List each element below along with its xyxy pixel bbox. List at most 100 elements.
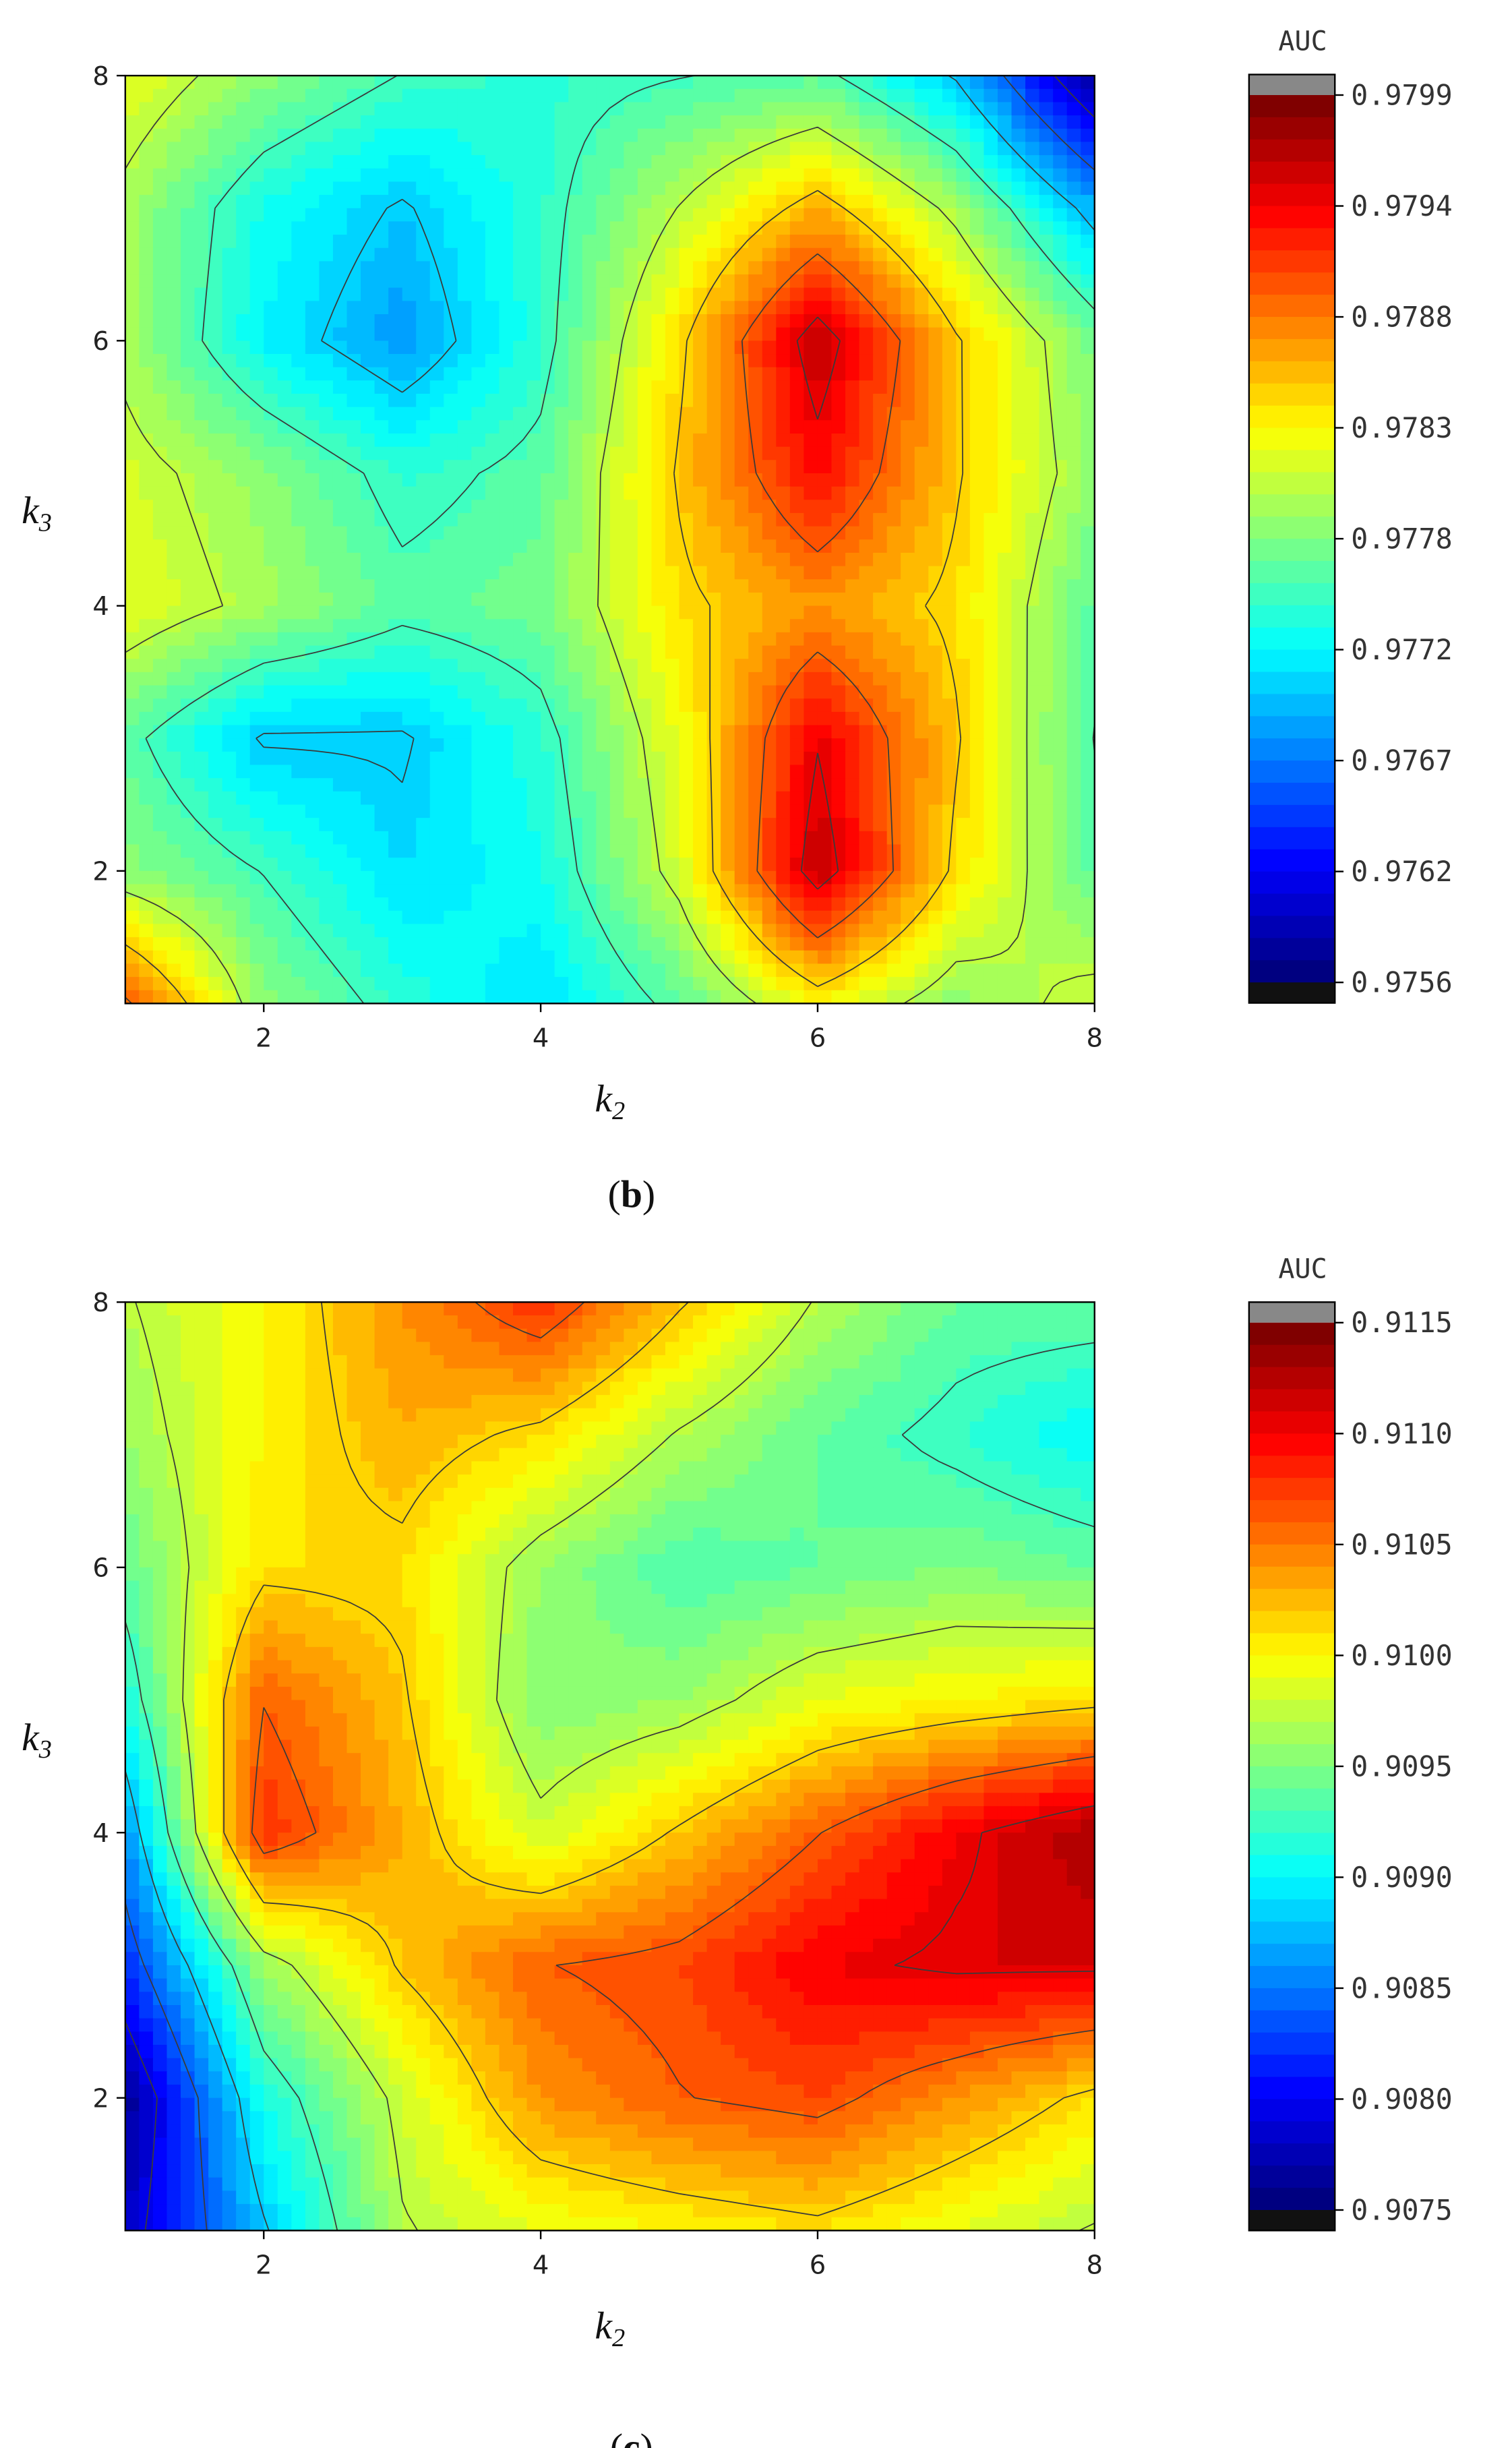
heatmap-cell: [804, 327, 818, 341]
heatmap-cell: [568, 698, 583, 713]
heatmap-cell: [582, 539, 597, 554]
heatmap-cell: [624, 711, 638, 726]
heatmap-cell: [734, 685, 749, 699]
contour-line: [125, 75, 1095, 1005]
heatmap-cell: [499, 844, 514, 858]
heatmap-cell: [721, 659, 735, 673]
heatmap-cell: [1081, 924, 1095, 938]
heatmap-cell: [956, 844, 971, 858]
heatmap-cell: [624, 632, 638, 647]
heatmap-cell: [513, 512, 528, 527]
heatmap-cell: [997, 380, 1012, 394]
heatmap-cell: [942, 632, 957, 647]
heatmap-cell: [332, 698, 348, 713]
heatmap-cell: [928, 473, 943, 487]
heatmap-cell: [721, 765, 735, 779]
heatmap-cell: [471, 354, 486, 368]
heatmap-cell: [541, 142, 555, 156]
heatmap-cell: [997, 751, 1012, 766]
heatmap-cell: [291, 367, 306, 381]
heatmap-cell: [928, 235, 943, 249]
heatmap-cell: [471, 632, 486, 647]
heatmap-cell: [152, 221, 168, 235]
heatmap-cell: [596, 76, 611, 90]
heatmap-cell: [264, 512, 278, 527]
heatmap-cell: [291, 924, 306, 938]
heatmap-cell: [928, 579, 943, 593]
heatmap-cell: [609, 460, 624, 474]
heatmap-cell: [402, 247, 417, 262]
heatmap-cell: [194, 327, 209, 341]
heatmap-cell: [609, 287, 624, 302]
heatmap-cell: [817, 142, 833, 156]
heatmap-cell: [693, 632, 708, 647]
heatmap-cell: [762, 380, 777, 394]
heatmap-cell: [831, 314, 846, 328]
heatmap-cell: [914, 460, 929, 474]
heatmap-cell: [596, 208, 611, 222]
heatmap-cell: [249, 910, 264, 925]
heatmap-cell: [637, 566, 653, 580]
heatmap-cell: [167, 208, 181, 222]
heatmap-cell: [734, 552, 749, 567]
heatmap-cell: [969, 910, 985, 925]
heatmap-cell: [485, 539, 500, 554]
heatmap-cell: [928, 142, 943, 156]
heatmap-cell: [901, 394, 915, 408]
heatmap-cell: [914, 446, 929, 460]
heatmap-cell: [762, 354, 777, 368]
heatmap-cell: [873, 791, 888, 806]
heatmap-cell: [249, 327, 264, 341]
heatmap-cell: [679, 671, 694, 686]
heatmap-cell: [706, 711, 721, 726]
heatmap-cell: [181, 261, 195, 275]
heatmap-cell: [541, 247, 555, 262]
heatmap-cell: [1025, 394, 1040, 408]
heatmap-cell: [457, 168, 473, 183]
heatmap-cell: [541, 990, 555, 1005]
heatmap-cell: [1039, 168, 1054, 183]
heatmap-cell: [928, 340, 943, 355]
heatmap-cell: [361, 910, 375, 925]
heatmap-cell: [305, 88, 320, 103]
heatmap-cell: [429, 937, 444, 951]
heatmap-cell: [416, 858, 431, 872]
heatmap-cell: [1066, 671, 1081, 686]
heatmap-cell: [249, 897, 264, 912]
heatmap-cell: [222, 858, 237, 872]
heatmap-cell: [1066, 539, 1081, 554]
heatmap-cell: [679, 698, 694, 713]
heatmap-cell: [845, 460, 860, 474]
heatmap-cell: [388, 208, 403, 222]
heatmap-cell: [789, 937, 805, 951]
heatmap-cell: [388, 221, 403, 235]
heatmap-cell: [139, 685, 154, 699]
heatmap-cell: [429, 884, 444, 898]
heatmap-cell: [291, 804, 306, 818]
heatmap-cell: [956, 884, 971, 898]
heatmap-cell: [264, 420, 278, 434]
heatmap-cell: [236, 221, 251, 235]
heatmap-cell: [208, 711, 223, 726]
heatmap-cell: [526, 181, 541, 196]
heatmap-plot-area-c: [125, 1302, 1095, 2232]
heatmap-cell: [956, 433, 971, 448]
heatmap-cell: [901, 340, 915, 355]
heatmap-cell: [624, 88, 638, 103]
heatmap-cell: [665, 897, 680, 912]
heatmap-cell: [139, 115, 154, 129]
heatmap-cell: [914, 539, 929, 554]
heatmap-cell: [554, 354, 569, 368]
heatmap-cell: [665, 354, 680, 368]
heatmap-cell: [901, 765, 915, 779]
heatmap-cell: [637, 831, 653, 845]
heatmap-cell: [624, 831, 638, 845]
heatmap-cell: [416, 685, 431, 699]
heatmap-cell: [152, 287, 168, 302]
heatmap-cell: [817, 791, 833, 806]
heatmap-cell: [374, 195, 389, 209]
heatmap-cell: [541, 168, 555, 183]
heatmap-cell: [637, 367, 653, 381]
heatmap-cell: [1025, 831, 1040, 845]
heatmap-cell: [125, 287, 140, 302]
